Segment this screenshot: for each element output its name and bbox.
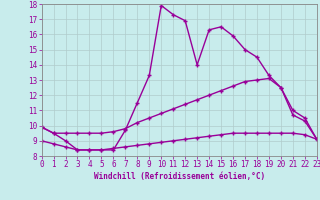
X-axis label: Windchill (Refroidissement éolien,°C): Windchill (Refroidissement éolien,°C) — [94, 172, 265, 181]
